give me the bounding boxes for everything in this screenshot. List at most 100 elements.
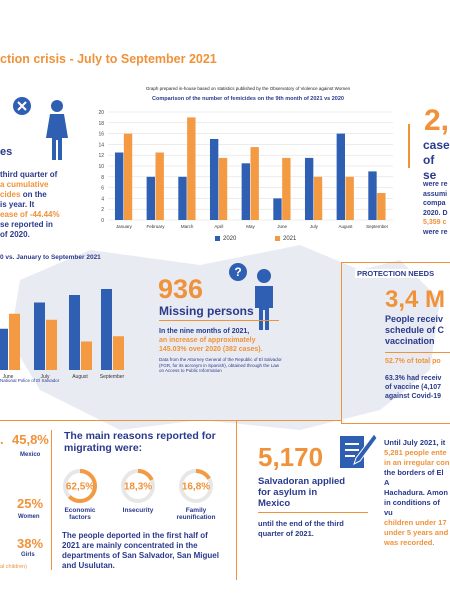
y-tick-label: 12 (98, 153, 104, 159)
chart2-title: 0 vs. January to September 2021 (0, 254, 101, 261)
stat-footnote: al children) (0, 564, 27, 570)
bar-2021-august (345, 176, 354, 220)
donut-label-line2: reunification (176, 514, 215, 521)
bar-2020-july (304, 157, 314, 220)
donut-value: 16,8% (182, 482, 210, 493)
bar-2021-april (218, 157, 228, 220)
missing-comparison-bar-chart: June July August September (0, 289, 125, 380)
missing-note: Data from the Attorney General of the Re… (159, 357, 282, 373)
bar-2021-may (250, 147, 259, 220)
stat-mexico-label: Mexico (20, 452, 41, 458)
protection-box (341, 262, 450, 424)
stat-girls: 38% (17, 536, 44, 551)
bar2-2020-june (0, 328, 8, 370)
stat-prefix: . (0, 432, 4, 447)
x-tick-label: August (72, 374, 88, 380)
stat-women-label: Women (18, 514, 40, 520)
asylum-rule (258, 512, 368, 513)
x-tick-label: July (41, 374, 50, 380)
deported-text: The people deported in the first half of… (62, 531, 219, 570)
bar-2020-january (114, 152, 124, 220)
y-tick-label: 20 (98, 110, 104, 116)
y-tick-label: 16 (98, 132, 104, 138)
missing-text: In the nine months of 2021, an increase … (159, 328, 263, 353)
asylum-number: 5,170 (258, 442, 324, 472)
chart1-note: Graph prepared in-house based on statist… (145, 86, 351, 91)
reasons-heading: The main reasons reported for migrating … (64, 430, 216, 454)
protection-label: People receiv schedule of C vaccination (385, 314, 445, 346)
bar2-2020-july (34, 302, 45, 370)
woman-icon (13, 97, 68, 160)
chart2-source: National Police of El Salvador (0, 378, 60, 383)
right-top-big-number: 2, (424, 104, 450, 137)
bar2-2021-july (46, 319, 57, 370)
donut-label-line2: factors (69, 514, 91, 521)
legend-swatch-2020 (215, 236, 220, 241)
protection-text: 63.3% had receiv of vaccine (4,107 again… (385, 375, 442, 400)
missing-rule (159, 320, 279, 321)
x-tick-label: July (310, 224, 319, 229)
x-tick-label: September (100, 374, 125, 380)
right-top-text: were re assumi compa 2020. D 5,359 c wer… (423, 181, 448, 236)
bar-2020-april (209, 139, 219, 220)
x-tick-label: September (366, 224, 389, 229)
x-tick-label: February (146, 224, 165, 229)
y-tick-label: 4 (101, 196, 104, 202)
x-tick-label: August (338, 224, 353, 229)
donut-label-line1: Economic (64, 507, 95, 514)
femicide-bar-chart: 0 2 4 6 8 10 12 14 16 18 20 January February March Apr… (98, 110, 393, 242)
legend-label-2021: 2021 (283, 236, 297, 242)
section-divider-mid (236, 420, 341, 421)
donut-label-line1: Insecurity (123, 507, 154, 514)
x-tick-label: June (277, 224, 287, 229)
svg-text:?: ? (234, 265, 241, 279)
x-tick-label: June (3, 374, 14, 380)
left-top-title: es (0, 146, 13, 158)
bar-2020-august (336, 133, 345, 220)
background-map-shape (10, 245, 440, 430)
x-tick-label: January (116, 224, 133, 229)
bar-2020-february (146, 176, 155, 220)
bar-2021-march (187, 117, 196, 220)
donut-arc (121, 469, 155, 503)
asylum-label: Salvadoran applied for asylum in Mexico (258, 476, 346, 509)
stat-girls-label: Girls (21, 552, 35, 558)
y-tick-label: 0 (101, 218, 104, 224)
bar-2021-september (377, 193, 386, 220)
page-title: ction crisis - July to September 2021 (0, 52, 217, 66)
bar-2020-march (178, 176, 187, 220)
bar-2020-june (273, 198, 282, 220)
protection-heading: PROTECTION NEEDS (355, 269, 437, 278)
y-tick-label: 6 (101, 186, 104, 192)
y-tick-label: 10 (98, 164, 104, 170)
y-tick-label: 2 (101, 207, 104, 213)
donut-arc (179, 469, 213, 503)
bar-2020-september (368, 171, 377, 220)
border-entries-text: Until July 2021, it 5,281 people ente in… (384, 438, 450, 547)
legend-swatch-2021 (275, 236, 280, 241)
bar2-2021-june (9, 313, 20, 370)
donut-value: 62,5% (66, 482, 94, 493)
donut-value: 18,3% (124, 482, 152, 493)
legend-label-2020: 2020 (223, 236, 237, 242)
asylum-text: until the end of the third quarter of 20… (258, 519, 344, 538)
stat-mexico: 45,8% (12, 432, 49, 447)
donut-arc (63, 469, 97, 503)
protection-rule (385, 352, 450, 353)
bar2-2021-august (81, 341, 92, 370)
x-tick-label: April (214, 224, 223, 229)
missing-label: Missing persons (159, 304, 254, 318)
protection-big-number: 3,4 M (385, 286, 446, 313)
woman-cross-icon-group (12, 96, 72, 162)
donut-label-line1: Family (186, 507, 207, 514)
femicide-summary: third quarter of a cumulative cides on t… (0, 170, 60, 239)
migration-divider (51, 430, 52, 570)
stat-women: 25% (17, 496, 44, 511)
x-tick-label: May (246, 224, 255, 229)
section-divider-left (0, 420, 236, 421)
missing-number: 936 (158, 274, 204, 304)
bar2-2020-august (69, 295, 80, 370)
bar-2020-may (241, 163, 250, 220)
bar-2021-january (123, 133, 133, 220)
